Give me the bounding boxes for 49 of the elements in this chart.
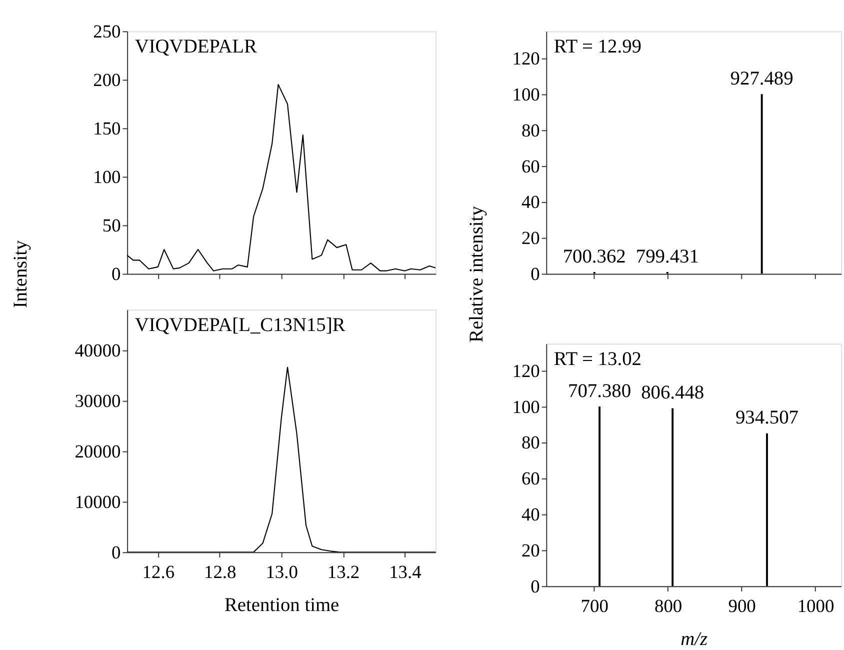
x-tick-label: 900 — [728, 596, 756, 616]
annotation: 806.448 — [641, 382, 704, 404]
y-tick-label: 60 — [521, 468, 540, 489]
y-tick-label: 30000 — [74, 390, 121, 411]
y-tick-label: 80 — [521, 432, 540, 453]
y-tick-label: 0 — [112, 542, 121, 562]
annotation: VIQVDEPA[L_C13N15]R — [134, 314, 346, 336]
annotation: 700.362 — [562, 246, 626, 268]
y-axis-title: Intensity — [10, 240, 32, 308]
y-tick-label: 10000 — [74, 492, 121, 512]
y-tick-label: 40 — [521, 504, 540, 525]
y-tick-label: 0 — [530, 264, 540, 284]
x-tick-label: 13.0 — [266, 562, 298, 582]
y-tick-label: 40000 — [74, 340, 121, 360]
x-axis-title: m/z — [680, 628, 708, 650]
y-tick-label: 80 — [521, 120, 540, 140]
y-tick-label: 100 — [512, 396, 540, 417]
x-tick-label: 12.8 — [204, 562, 236, 582]
annotation: 799.431 — [636, 246, 699, 268]
y-tick-label: 120 — [512, 48, 540, 68]
y-tick-label: 60 — [521, 156, 540, 176]
x-tick-label: 12.6 — [142, 562, 175, 582]
x-axis-title: Retention time — [224, 594, 340, 616]
x-tick-label: 13.2 — [327, 562, 360, 582]
x-tick-label: 1000 — [797, 596, 834, 616]
y-axis-title: Relative intensity — [466, 206, 488, 342]
y-tick-label: 250 — [93, 22, 121, 42]
y-tick-label: 40 — [521, 192, 540, 212]
y-tick-label: 100 — [512, 84, 540, 104]
annotation: VIQVDEPALR — [134, 36, 258, 58]
x-tick-label: 800 — [654, 596, 682, 616]
annotation: RT = 12.99 — [554, 36, 642, 58]
annotation: RT = 13.02 — [554, 348, 642, 370]
y-tick-label: 0 — [530, 576, 540, 596]
y-tick-label: 0 — [112, 264, 121, 284]
annotation: 927.489 — [730, 68, 794, 90]
y-tick-label: 150 — [93, 118, 121, 139]
y-tick-label: 20 — [521, 540, 540, 560]
x-tick-label: 13.4 — [389, 562, 422, 582]
y-tick-label: 100 — [93, 167, 121, 188]
y-tick-label: 200 — [93, 70, 121, 90]
y-tick-label: 20 — [521, 228, 540, 248]
y-tick-label: 120 — [512, 360, 540, 381]
y-tick-label: 50 — [102, 216, 121, 236]
x-tick-label: 700 — [580, 596, 608, 616]
annotation: 934.507 — [735, 408, 799, 429]
y-tick-label: 20000 — [74, 441, 121, 462]
line-series — [127, 84, 436, 272]
annotation: 707.380 — [568, 380, 632, 402]
